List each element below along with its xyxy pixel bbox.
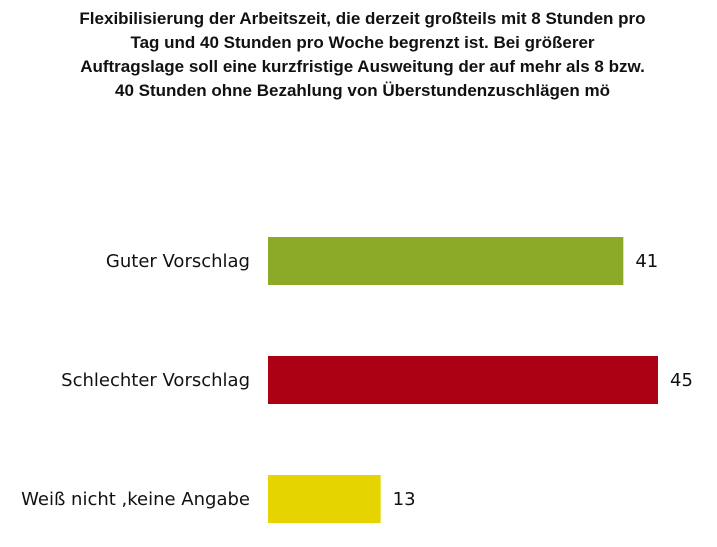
chart-title-line-1: Flexibilisierung der Arbeitszeit, die de… [79,9,646,28]
value-label-1: 41 [635,251,658,272]
bar-3 [268,475,381,523]
chart-title-line-3: Auftragslage soll eine kurzfristige Ausw… [80,57,645,76]
category-label-3: Weiß nicht ,keine Angabe [21,489,250,510]
bar-2 [268,356,658,404]
value-label-3: 13 [393,489,416,510]
chart-title: Flexibilisierung der Arbeitszeit, die de… [40,7,685,103]
category-label-2: Schlechter Vorschlag [61,370,250,391]
value-label-2: 45 [670,370,693,391]
bar-1 [268,237,624,285]
chart-title-line-2: Tag und 40 Stunden pro Woche begrenzt is… [130,33,595,52]
chart-title-line-4: 40 Stunden ohne Bezahlung von Überstunde… [115,81,610,100]
category-label-1: Guter Vorschlag [106,251,250,272]
